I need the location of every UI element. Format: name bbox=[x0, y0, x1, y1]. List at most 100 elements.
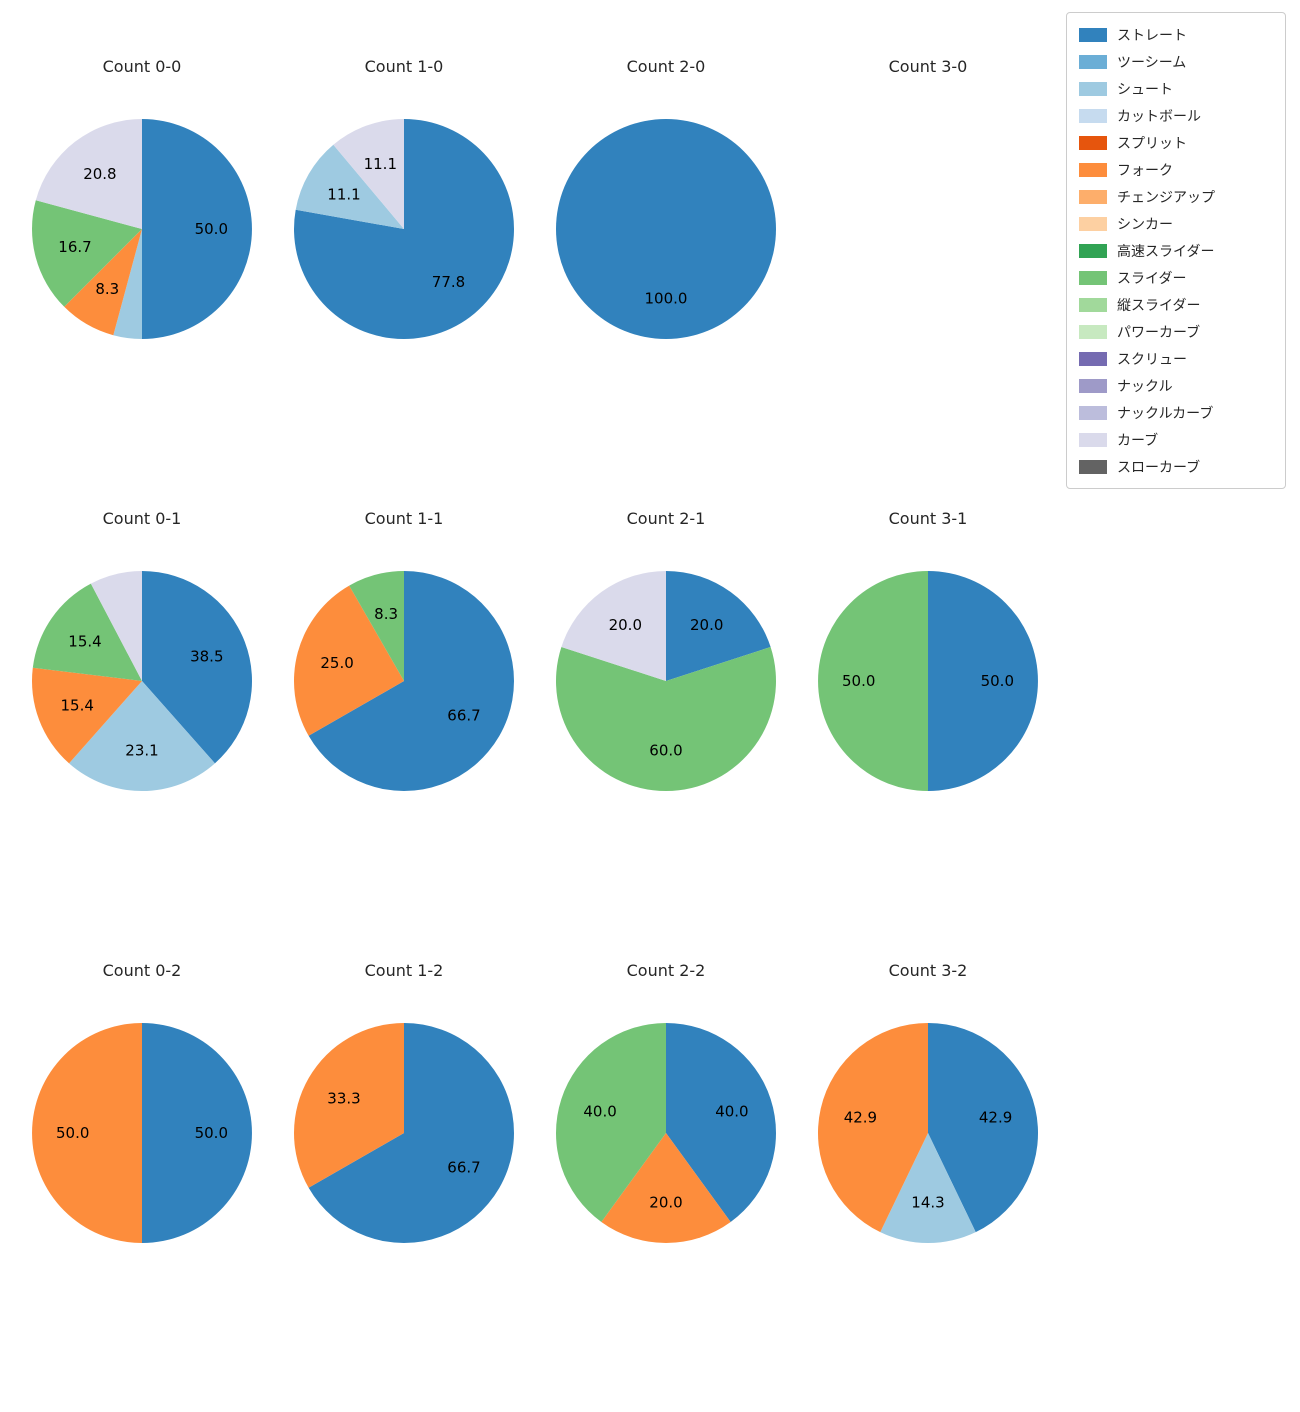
pie-slice bbox=[32, 200, 142, 307]
legend-item: チェンジアップ bbox=[1079, 183, 1273, 210]
pie-slice bbox=[113, 229, 142, 339]
slice-pct-label: 50.0 bbox=[981, 672, 1014, 690]
slice-pct-label: 20.0 bbox=[609, 616, 642, 634]
chart-cell-count-0-0: Count 0-0 50.0 8.3 16.7 20.8 bbox=[11, 56, 273, 508]
pie-slice bbox=[69, 681, 215, 792]
legend-item: ストレート bbox=[1079, 21, 1273, 48]
pie-slice bbox=[142, 1023, 252, 1243]
slice-pct-label: 11.1 bbox=[364, 155, 397, 173]
chart-title: Count 3-0 bbox=[888, 57, 968, 76]
legend-label: スローカーブ bbox=[1117, 459, 1201, 476]
slice-pct-label: 50.0 bbox=[195, 220, 228, 238]
legend-label: スプリット bbox=[1117, 135, 1187, 152]
pie-slice bbox=[666, 1023, 777, 1222]
pie-slice bbox=[142, 119, 252, 339]
chart-title: Count 1-0 bbox=[364, 57, 444, 76]
pie-slice bbox=[601, 1133, 731, 1244]
pie-slice bbox=[333, 119, 404, 229]
pie-slice bbox=[32, 583, 142, 681]
chart-cell-count-2-0: Count 2-0 100.0 bbox=[535, 56, 797, 508]
slice-pct-label: 15.4 bbox=[68, 633, 101, 651]
slice-pct-label: 42.9 bbox=[979, 1109, 1012, 1127]
slice-pct-label: 66.7 bbox=[447, 1159, 480, 1177]
chart-cell-count-1-1: Count 1-1 66.7 25.0 8.3 bbox=[273, 508, 535, 960]
legend-item: スローカーブ bbox=[1079, 453, 1273, 480]
slice-pct-label: 50.0 bbox=[842, 672, 875, 690]
pie-slice bbox=[561, 571, 666, 681]
pie-slice bbox=[31, 667, 142, 764]
pie-chart-svg: 42.9 14.3 42.9 bbox=[817, 1023, 1039, 1244]
pie-chart-svg: 66.7 25.0 8.3 bbox=[293, 571, 514, 791]
legend-swatch bbox=[1079, 324, 1107, 339]
slice-pct-label: 15.4 bbox=[60, 697, 93, 715]
legend-item: スクリュー bbox=[1079, 345, 1273, 372]
chart-title: Count 0-1 bbox=[102, 509, 182, 528]
legend-swatch bbox=[1079, 459, 1107, 474]
legend-label: ナックルカーブ bbox=[1117, 405, 1214, 422]
chart-title: Count 3-1 bbox=[888, 509, 968, 528]
legend-swatch bbox=[1079, 189, 1107, 204]
pie-slice bbox=[142, 571, 253, 764]
legend-swatch bbox=[1079, 405, 1107, 420]
legend-item: シンカー bbox=[1079, 210, 1273, 237]
chart-cell-count-1-0: Count 1-0 77.8 11.1 11.1 bbox=[273, 56, 535, 508]
pie-slice bbox=[293, 1023, 404, 1188]
chart-title: Count 1-2 bbox=[364, 961, 444, 980]
slice-pct-label: 40.0 bbox=[715, 1103, 748, 1121]
pie-slice bbox=[666, 571, 771, 681]
legend: ストレートツーシームシュートカットボール スプリットフォーク チェンジアップシンカー… bbox=[1066, 12, 1286, 489]
pie-chart-svg: 100.0 bbox=[556, 119, 776, 339]
legend-label: ナックル bbox=[1117, 378, 1173, 395]
pie-chart-svg: 40.0 20.0 40.0 bbox=[555, 1023, 777, 1244]
legend-swatch bbox=[1079, 351, 1107, 366]
chart-cell-count-1-2: Count 1-2 66.7 33.3 bbox=[273, 960, 535, 1412]
legend-item: ツーシーム bbox=[1079, 48, 1273, 75]
slice-pct-label: 100.0 bbox=[645, 289, 688, 307]
pie-chart-svg: 50.0 50.0 bbox=[32, 1023, 252, 1243]
legend-swatch bbox=[1079, 81, 1107, 96]
pie-chart-grid: Count 0-0 50.0 8.3 16.7 20.8 Count 1-0 77.8… bbox=[11, 56, 1059, 1412]
slice-pct-label: 23.1 bbox=[125, 741, 158, 759]
legend-swatch bbox=[1079, 135, 1107, 150]
chart-cell-count-3-1: Count 3-1 50.0 50.0 bbox=[797, 508, 1059, 960]
legend-item: 高速スライダー bbox=[1079, 237, 1273, 264]
pie-slice bbox=[308, 1023, 514, 1243]
legend-label: ツーシーム bbox=[1117, 54, 1187, 71]
pie-chart-svg: 50.0 8.3 16.7 20.8 bbox=[32, 119, 252, 339]
legend-label: 高速スライダー bbox=[1117, 243, 1215, 260]
chart-title: Count 2-1 bbox=[626, 509, 706, 528]
pie-slice bbox=[308, 571, 514, 791]
legend-label: カットボール bbox=[1117, 108, 1201, 125]
pie-slice bbox=[880, 1133, 976, 1244]
slice-pct-label: 42.9 bbox=[844, 1109, 877, 1127]
slice-pct-label: 11.1 bbox=[327, 185, 360, 203]
slice-pct-label: 77.8 bbox=[432, 273, 465, 291]
pie-slice bbox=[32, 1023, 142, 1243]
legend-item: フォーク bbox=[1079, 156, 1273, 183]
slice-pct-label: 40.0 bbox=[583, 1103, 616, 1121]
legend-label: ストレート bbox=[1117, 27, 1187, 44]
legend-swatch bbox=[1079, 162, 1107, 177]
chart-title: Count 0-0 bbox=[102, 57, 182, 76]
slice-pct-label: 14.3 bbox=[911, 1193, 944, 1211]
legend-label: シンカー bbox=[1117, 216, 1173, 233]
pie-slice bbox=[35, 119, 143, 229]
pie-slice bbox=[817, 1023, 928, 1233]
legend-item: ナックル bbox=[1079, 372, 1273, 399]
pie-slice bbox=[556, 119, 776, 339]
slice-pct-label: 33.3 bbox=[327, 1089, 360, 1107]
legend-swatch bbox=[1079, 108, 1107, 123]
pie-slice bbox=[556, 647, 776, 791]
chart-cell-count-3-0: Count 3-0 bbox=[797, 56, 1059, 508]
pie-slice bbox=[293, 585, 404, 736]
slice-pct-label: 66.7 bbox=[447, 707, 480, 725]
slice-pct-label: 50.0 bbox=[56, 1124, 89, 1142]
pie-chart-svg: 50.0 50.0 bbox=[818, 571, 1038, 791]
legend-label: シュート bbox=[1117, 81, 1173, 98]
pie-chart-svg: 38.5 23.1 15.4 15.4 bbox=[31, 571, 253, 792]
pie-slice bbox=[295, 144, 404, 229]
legend-swatch bbox=[1079, 27, 1107, 42]
chart-title: Count 3-2 bbox=[888, 961, 968, 980]
slice-pct-label: 60.0 bbox=[649, 741, 682, 759]
slice-pct-label: 38.5 bbox=[190, 647, 223, 665]
